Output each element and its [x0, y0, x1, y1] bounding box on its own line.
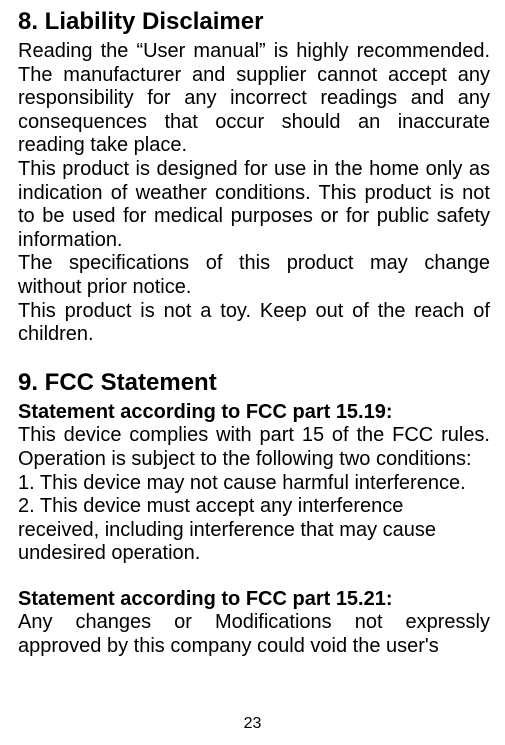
fcc-1519-subheading: Statement according to FCC part 15.19: [18, 401, 490, 425]
subsection-spacer [18, 566, 490, 588]
section-8-para-4: This product is not a toy. Keep out of t… [18, 300, 490, 347]
section-8-para-3: The specifications of this product may c… [18, 252, 490, 299]
fcc-1519-para: This device complies with part 15 of the… [18, 424, 490, 471]
section-9-heading: 9. FCC Statement [18, 369, 490, 397]
section-8-para-2: This product is designed for use in the … [18, 158, 490, 252]
fcc-1519-item-1: 1. This device may not cause harmful int… [18, 472, 490, 496]
fcc-1521-para: Any changes or Modifications not express… [18, 611, 490, 658]
page-number: 23 [0, 715, 505, 733]
section-spacer [18, 347, 490, 369]
fcc-1519-item-2: 2. This device must accept any interfere… [18, 495, 490, 566]
section-8-heading: 8. Liability Disclaimer [18, 8, 490, 36]
section-8-para-1: Reading the “User manual” is highly reco… [18, 40, 490, 158]
fcc-1521-subheading: Statement according to FCC part 15.21: [18, 588, 490, 612]
